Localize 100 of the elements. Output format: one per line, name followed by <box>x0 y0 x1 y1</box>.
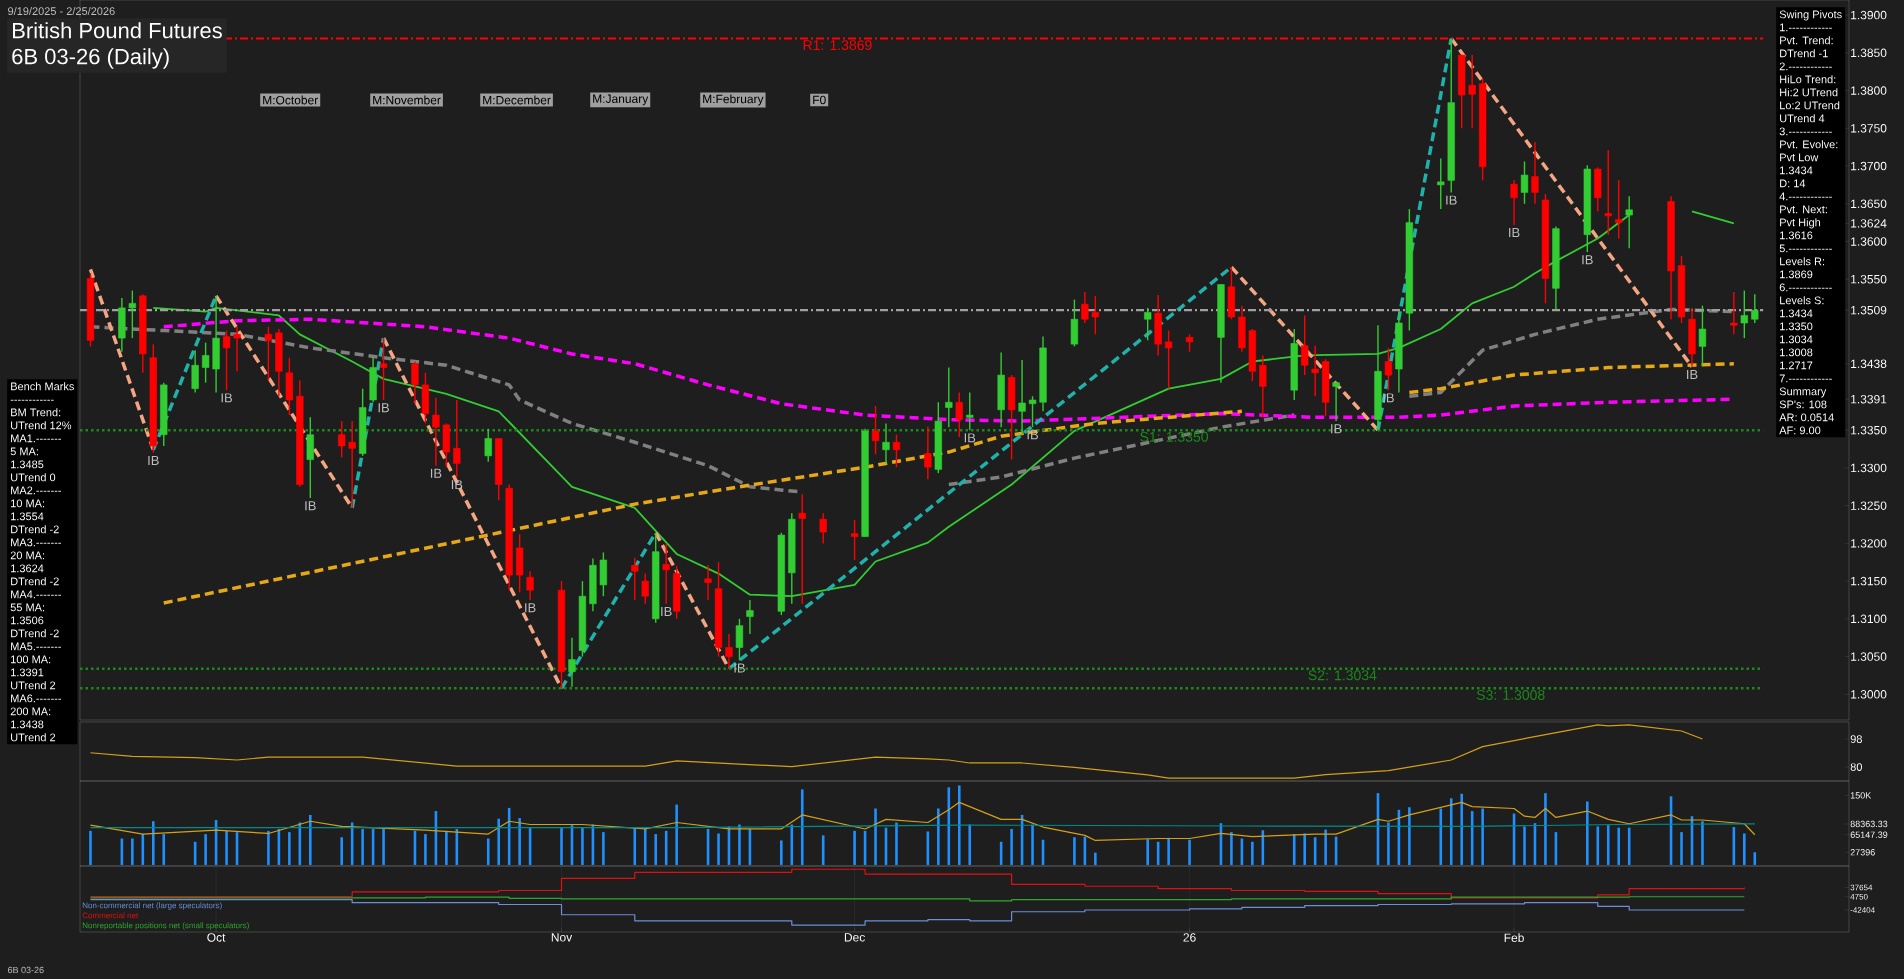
bar <box>424 834 427 865</box>
candlestick <box>568 637 576 688</box>
annotation: IB <box>451 480 463 490</box>
text: 6B 03-26 <box>8 966 44 974</box>
y-tick-label: 80 <box>1850 763 1862 771</box>
x-tick-label: 26 <box>1183 933 1196 942</box>
bar <box>361 828 364 865</box>
annotation: Levels S: <box>1780 296 1824 305</box>
bar <box>1439 808 1443 865</box>
annotation: IB <box>1582 255 1593 265</box>
annotation: IB <box>378 403 390 413</box>
candlestick <box>1698 304 1707 366</box>
bar <box>518 818 521 865</box>
annotation: M:February <box>703 94 764 106</box>
bar <box>151 821 155 865</box>
text: DTrend -2 <box>11 577 59 586</box>
annotation: IB <box>661 606 672 616</box>
annotation: UTrend 4 <box>1780 114 1825 123</box>
text: 20 MA: <box>10 551 45 560</box>
bar <box>204 834 207 865</box>
text: BM Trend: <box>11 408 61 417</box>
y-tick-label: 1.3650 <box>1851 199 1887 208</box>
annotation: M:October <box>263 95 319 105</box>
bar <box>382 828 385 865</box>
candlestick <box>1259 354 1267 419</box>
annotation: 1.3434 <box>1780 309 1813 318</box>
text: 1.3506 <box>11 616 44 625</box>
y-tick-label: 150K <box>1850 792 1872 799</box>
candlestick <box>348 420 356 509</box>
text: ------------ <box>10 399 54 401</box>
text: MA2.------- <box>11 486 62 495</box>
bar <box>340 837 343 865</box>
bar <box>1753 852 1757 865</box>
annotation: IB <box>221 393 233 403</box>
bar <box>1167 837 1170 865</box>
y-tick-label: 1.3750 <box>1851 124 1887 133</box>
text: UTrend 2 <box>11 733 56 742</box>
annotation: F0 <box>813 95 826 105</box>
text: DTrend -2 <box>11 525 59 534</box>
annotation: IB <box>1446 195 1457 205</box>
candlestick <box>201 341 210 384</box>
bar <box>560 827 563 865</box>
bar <box>1606 825 1610 865</box>
bar <box>633 827 637 865</box>
candlestick <box>945 366 953 428</box>
candlestick <box>432 397 440 467</box>
bar <box>1449 798 1453 865</box>
bar <box>1251 841 1254 865</box>
ref-line-label: S3: 1.3008 <box>1476 689 1545 700</box>
bar <box>895 822 898 865</box>
x-tick-label: Feb <box>1504 933 1524 942</box>
text: MA4.------- <box>11 590 62 599</box>
series-label: Commercial net <box>82 912 139 919</box>
annotation: 3.------------ <box>1779 127 1832 136</box>
annotation: IB <box>1331 424 1342 434</box>
candlestick <box>892 434 901 468</box>
bar <box>89 830 92 865</box>
candlestick <box>819 512 827 545</box>
annotation: Hi:2 UTrend <box>1780 88 1838 97</box>
annotation: 7.------------ <box>1779 374 1832 383</box>
y-tick-label: 1.3000 <box>1851 690 1887 699</box>
text: Bench Marks <box>11 382 74 391</box>
annotation: 1.2717 <box>1780 361 1813 370</box>
bar <box>790 824 794 865</box>
candlestick <box>1384 347 1393 391</box>
y-tick-label: 1.3700 <box>1851 161 1887 171</box>
annotation: Pvt. Trend: <box>1780 36 1833 45</box>
bar <box>1010 828 1013 865</box>
bar <box>717 833 720 865</box>
annotation: Pvt. Next: <box>1780 205 1827 214</box>
annotation: IB <box>1687 369 1698 379</box>
annotation: M:November <box>373 95 441 105</box>
bar <box>1303 833 1306 865</box>
bar <box>1094 852 1097 865</box>
bar <box>308 814 312 865</box>
text: UTrend 2 <box>11 681 56 690</box>
ref-line-label: R1: 1.3869 <box>803 40 872 51</box>
candlestick <box>798 493 806 605</box>
text: 1.3554 <box>11 512 44 521</box>
candlestick <box>1531 141 1539 205</box>
y-tick-label: 37654 <box>1850 884 1873 891</box>
annotation: Pvt. Evolve: <box>1780 140 1838 149</box>
y-tick-label: 1.3050 <box>1851 652 1887 661</box>
text: 200 MA: <box>10 707 51 716</box>
bar <box>738 824 741 865</box>
bar <box>1617 827 1621 865</box>
text: 10 MA: <box>11 499 45 508</box>
annotation: 4.------------ <box>1779 192 1832 201</box>
annotation: IB <box>964 433 976 443</box>
candlestick <box>379 337 388 401</box>
bar <box>1031 824 1034 865</box>
y-tick-label: 1.3391 <box>1851 394 1887 404</box>
bar <box>874 808 877 865</box>
y-tick-label: 98 <box>1850 735 1862 743</box>
bar <box>1596 826 1600 865</box>
bar <box>675 804 678 865</box>
y-tick-label: 27396 <box>1850 849 1875 856</box>
y-tick-label: 65147.39 <box>1850 831 1888 838</box>
bar <box>1481 808 1484 865</box>
y-tick-label: 1.3300 <box>1851 463 1887 473</box>
